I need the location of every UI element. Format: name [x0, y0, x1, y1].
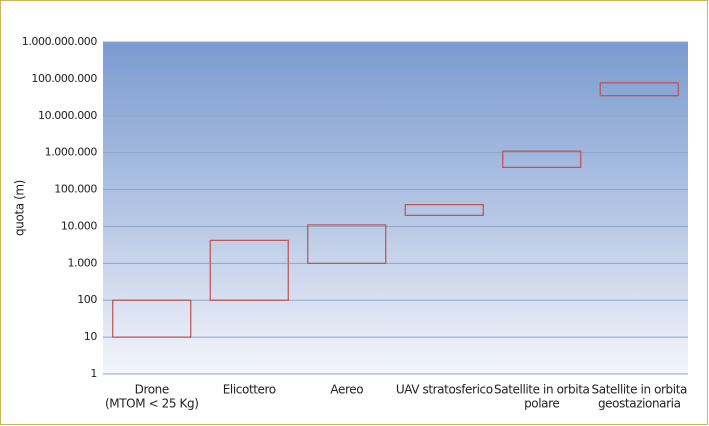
y-tick-label: 1.000.000 [45, 146, 98, 159]
x-tick-label: Elicottero [223, 383, 276, 397]
y-tick-label: 100 [77, 293, 97, 306]
y-tick-label: 10.000.000 [38, 109, 97, 122]
y-tick-label: 10 [84, 330, 98, 343]
x-tick-label: geostazionaria [598, 397, 681, 411]
y-tick-label: 1.000 [68, 256, 98, 269]
y-axis-label: quota (m) [13, 180, 27, 236]
x-tick-label: Satellite in orbita [592, 383, 687, 397]
x-tick-label: Satellite in orbita [494, 383, 589, 397]
x-tick-label: (MTOM < 25 Kg) [105, 397, 199, 411]
y-tick-label: 100.000.000 [31, 72, 97, 85]
x-tick-label: UAV stratosferico [396, 383, 493, 397]
x-tick-label: Drone [135, 383, 169, 397]
chart: quota (m) 1 10 100 1.000 10.000 100.000 1.000.… [0, 0, 709, 426]
y-tick-label: 10.000 [61, 219, 97, 232]
y-tick-label: 100.000 [54, 183, 97, 196]
x-tick-label: Aereo [330, 383, 363, 397]
x-tick-label: polare [524, 397, 559, 411]
y-tick-label: 1 [90, 367, 97, 380]
y-tick-label: 1.000.000.000 [22, 35, 98, 48]
